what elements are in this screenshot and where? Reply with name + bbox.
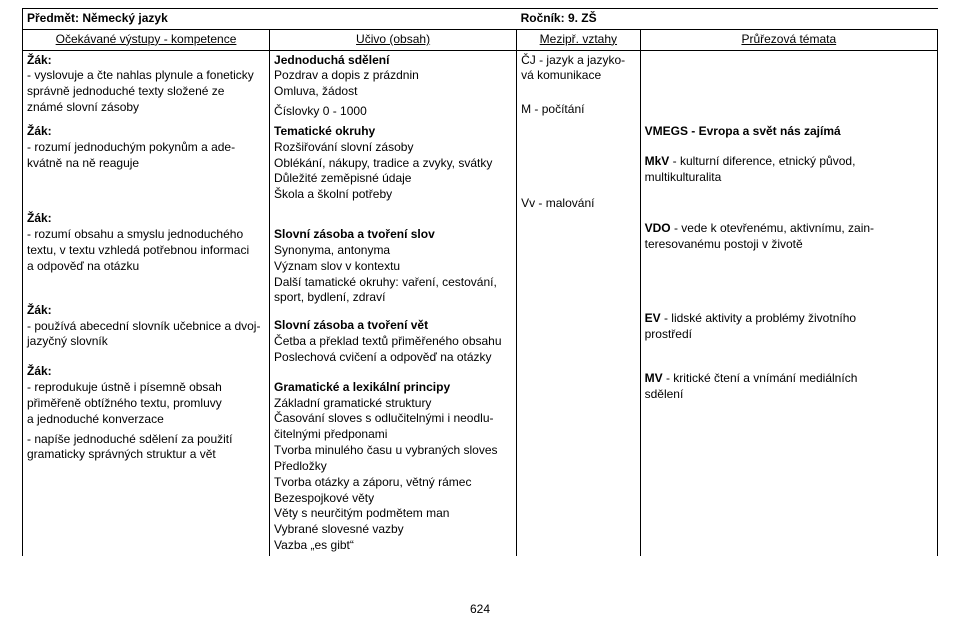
r3c1-title: Žák: [27, 303, 265, 319]
r4c2-l7: Bezespojkové věty [274, 491, 512, 507]
r0c1-l1: - vyslovuje a čte nahlas plynule a fonet… [27, 68, 265, 84]
header-blank-1 [270, 9, 517, 30]
r4c1-l4: - napíše jednoduché sdělení za použití [27, 432, 265, 448]
r0c3-l3: M - počítání [521, 102, 636, 118]
r2c2-title: Slovní zásoba a tvoření slov [274, 227, 512, 243]
r3c4-l2: prostředí [645, 327, 933, 343]
r4c2-l2: Časování sloves s odlučitelnými i neodlu… [274, 411, 512, 427]
r2c2-l2: Význam slov v kontextu [274, 259, 512, 275]
column-header-row: Očekávané výstupy - kompetence Učivo (ob… [23, 29, 938, 50]
curriculum-table: Předmět: Německý jazyk Ročník: 9. ZŠ Oče… [22, 8, 938, 556]
r0c4 [640, 50, 937, 122]
header-row: Předmět: Německý jazyk Ročník: 9. ZŠ [23, 9, 938, 30]
r2c4-l2: teresovanému postoji v životě [645, 237, 933, 253]
r4c2-l8: Věty s neurčitým podmětem man [274, 506, 512, 522]
r4c1-l5: gramaticky správných struktur a vět [27, 447, 265, 463]
r4c4-l1b: MV [645, 371, 663, 385]
r2c4-l1b: VDO [645, 221, 671, 235]
r1c4-l2: - kulturní diference, etnický původ, [673, 154, 856, 168]
r0c1: Žák: - vyslovuje a čte nahlas plynule a … [23, 50, 270, 122]
r2c2-l3: Další tamatické okruhy: vaření, cestován… [274, 275, 512, 291]
r0c1-l3: známé slovní zásoby [27, 100, 265, 116]
open-c4: VMEGS - Evropa a svět nás zajímá MkV - k… [640, 122, 937, 556]
r3c2-title: Slovní zásoba a tvoření vět [274, 318, 512, 334]
r2c1-l2: textu, v textu vzhledá potřebnou informa… [27, 243, 265, 259]
grade-cell: Ročník: 9. ZŠ [517, 9, 938, 30]
r1c3-l1: Vv - malování [521, 196, 636, 212]
r0c1-l2: správně jednoduché texty složené ze [27, 84, 265, 100]
content-row-0: Žák: - vyslovuje a čte nahlas plynule a … [23, 50, 938, 122]
r2c1-title: Žák: [27, 211, 265, 227]
r1c2-l2: Oblékání, nákupy, tradice a zvyky, svátk… [274, 156, 512, 172]
r3c2-l2: Poslechová cvičení a odpověď na otázky [274, 350, 512, 366]
r4c1-l3: a jednoduché konverzace [27, 412, 265, 428]
open-c1: Žák: - rozumí jednoduchým pokynům a ade-… [23, 122, 270, 556]
r3c4-l1b: EV [645, 311, 661, 325]
r3c1-l1: - používá abecední slovník učebnice a dv… [27, 319, 265, 335]
r4c4-l2: sdělení [645, 387, 933, 403]
r1c1-title: Žák: [27, 124, 265, 140]
r4c2-l10: Vazba „es gibt“ [274, 538, 512, 554]
colhdr-2: Učivo (obsah) [270, 29, 517, 50]
r0c2-l3: Číslovky 0 - 1000 [274, 104, 512, 120]
content-open-row: Žák: - rozumí jednoduchým pokynům a ade-… [23, 122, 938, 556]
r4c2-l9: Vybrané slovesné vazby [274, 522, 512, 538]
subject-label: Předmět: [27, 11, 79, 25]
r1c1-l2: kvátně na ně reaguje [27, 156, 265, 172]
r1c1-l1: - rozumí jednoduchým pokynům a ade- [27, 140, 265, 156]
page-number: 624 [0, 602, 960, 616]
subject-cell: Předmět: Německý jazyk [23, 9, 270, 30]
r1c2-l1: Rozšiřování slovní zásoby [274, 140, 512, 156]
subject-value: Německý jazyk [82, 11, 167, 25]
r0c3-l1: ČJ - jazyk a jazyko- [521, 53, 636, 69]
open-c3: Vv - malování [517, 122, 641, 556]
r0c1-title: Žák: [27, 53, 265, 69]
r1c2-title: Tematické okruhy [274, 124, 512, 140]
r4c1-l2: přiměřeně obtížného textu, promluvy [27, 396, 265, 412]
r2c1-l3: a odpověď na otázku [27, 259, 265, 275]
r0c3-l2: vá komunikace [521, 68, 636, 84]
r1c2-l3: Důležité zeměpisné údaje [274, 171, 512, 187]
r2c1-l1: - rozumí obsahu a smyslu jednoduchého [27, 227, 265, 243]
r4c2-l6: Tvorba otázky a záporu, větný rámec [274, 475, 512, 491]
r1c4-l1: VMEGS - Evropa a svět nás zajímá [645, 124, 933, 140]
r4c1-l1: - reprodukuje ústně i písemně obsah [27, 380, 265, 396]
r2c4-l1: - vede k otevřenému, aktivnímu, zain- [674, 221, 874, 235]
open-c2: Tematické okruhy Rozšiřování slovní záso… [270, 122, 517, 556]
r0c3: ČJ - jazyk a jazyko- vá komunikace M - p… [517, 50, 641, 122]
r2c2-l4: sport, bydlení, zdraví [274, 290, 512, 306]
grade-value: 9. ZŠ [568, 11, 597, 25]
r4c2-l1: Základní gramatické struktury [274, 396, 512, 412]
colhdr-3: Mezipř. vztahy [517, 29, 641, 50]
r3c2-l1: Četba a překlad textů přiměřeného obsahu [274, 334, 512, 350]
r0c2: Jednoduchá sdělení Pozdrav a dopis z prá… [270, 50, 517, 122]
r4c2-l5: Předložky [274, 459, 512, 475]
r4c2-title: Gramatické a lexikální principy [274, 380, 512, 396]
r0c2-title: Jednoduchá sdělení [274, 53, 512, 69]
r2c2-l1: Synonyma, antonyma [274, 243, 512, 259]
r3c4-l1: - lidské aktivity a problémy životního [664, 311, 856, 325]
r3c1-l2: jazyčný slovník [27, 334, 265, 350]
r4c1-title: Žák: [27, 364, 265, 380]
grade-label: Ročník: [521, 11, 565, 25]
r0c2-l1: Pozdrav a dopis z prázdnin [274, 68, 512, 84]
r1c2-l4: Škola a školní potřeby [274, 187, 512, 203]
r4c2-l4: Tvorba minulého času u vybraných sloves [274, 443, 512, 459]
r1c4-l2b: MkV [645, 154, 670, 168]
r1c4-l3: multikulturalita [645, 170, 933, 186]
r4c4-l1: - kritické čtení a vnímání mediálních [666, 371, 857, 385]
r0c2-l2: Omluva, žádost [274, 84, 512, 100]
colhdr-1: Očekávané výstupy - kompetence [23, 29, 270, 50]
colhdr-4: Průřezová témata [640, 29, 937, 50]
r4c2-l3: čitelnými předponami [274, 427, 512, 443]
